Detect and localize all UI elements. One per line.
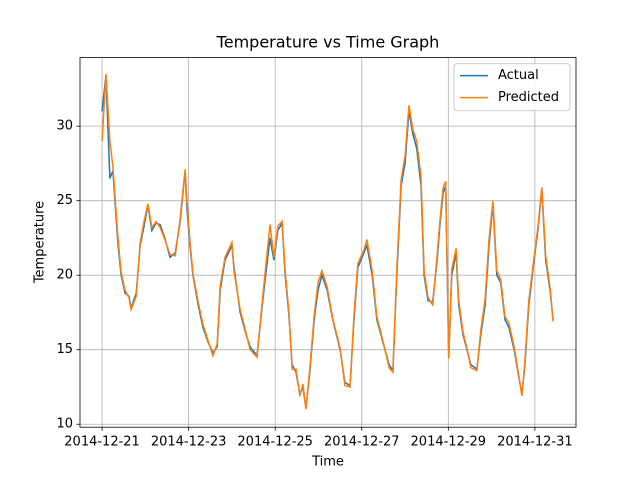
y-tick-label: 30 — [56, 119, 73, 134]
y-tick-label: 15 — [56, 342, 73, 357]
y-tick-label: 25 — [56, 193, 73, 208]
y-tick-label: 10 — [56, 417, 73, 432]
x-tick-label: 2014-12-31 — [497, 435, 573, 450]
legend-label: Actual — [498, 68, 539, 83]
plot-frame — [79, 57, 577, 428]
series-line — [101, 73, 554, 410]
x-tick-label: 2014-12-27 — [324, 435, 400, 450]
legend-label: Predicted — [498, 90, 559, 105]
x-tick-label: 2014-12-23 — [151, 435, 227, 450]
y-tick-label: 20 — [56, 268, 73, 283]
chart-title: Temperature vs Time Graph — [216, 33, 440, 52]
y-axis-label: Temperature — [33, 201, 48, 284]
legend: Actual Predicted — [453, 63, 571, 112]
x-tick-label: 2014-12-21 — [64, 435, 140, 450]
x-tick-label: 2014-12-29 — [411, 435, 487, 450]
x-tick-label: 2014-12-25 — [237, 435, 313, 450]
x-axis-label: Time — [311, 455, 344, 470]
series-line — [101, 75, 554, 408]
